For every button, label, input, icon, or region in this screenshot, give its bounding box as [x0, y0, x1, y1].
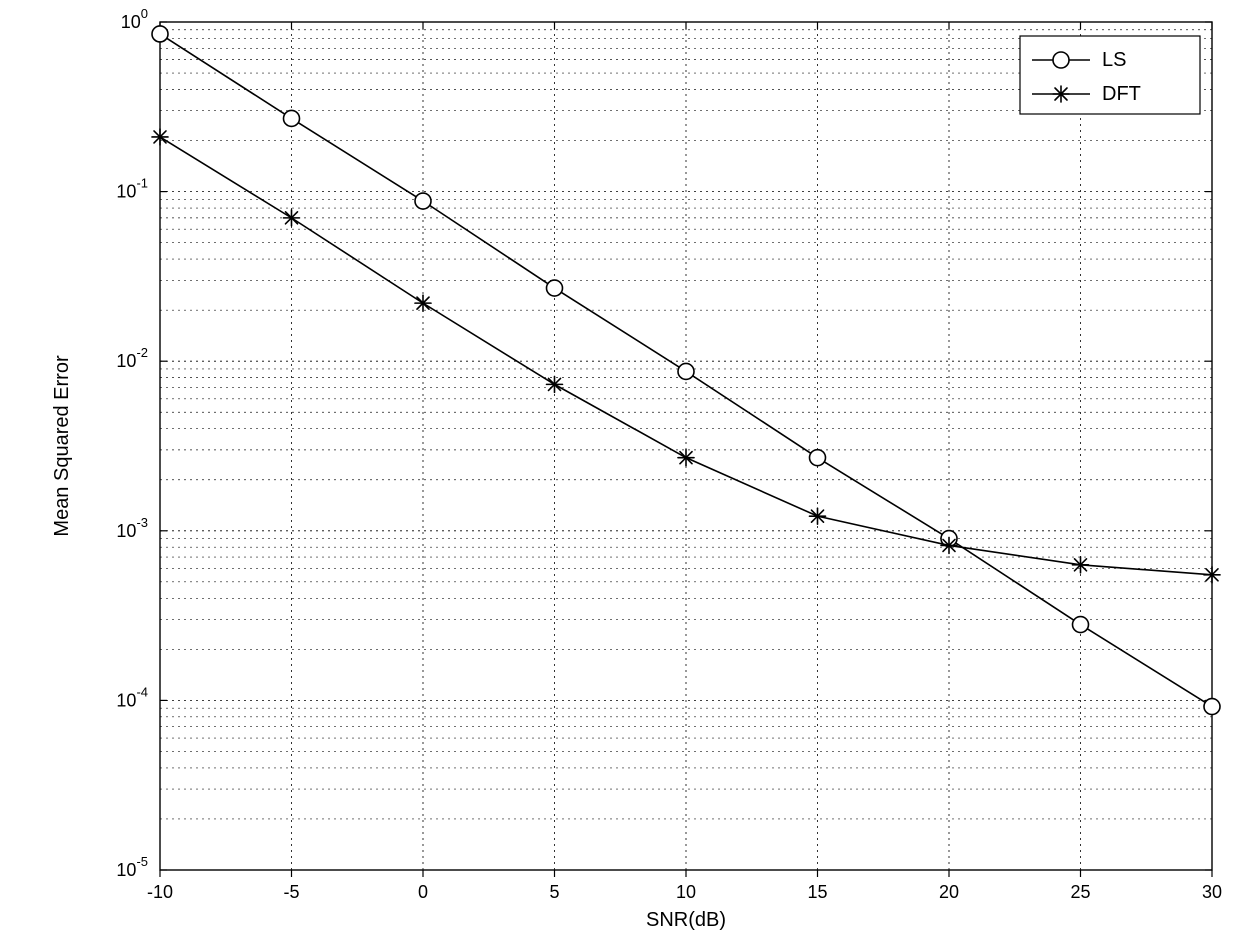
x-tick-label: 10	[676, 882, 696, 902]
chart-container: -10-505101520253010-510-410-310-210-1100…	[0, 0, 1240, 942]
x-tick-label: -5	[283, 882, 299, 902]
x-axis-label: SNR(dB)	[646, 909, 726, 931]
legend-label-ls: LS	[1102, 49, 1126, 71]
x-tick-label: 5	[549, 882, 559, 902]
x-tick-label: 30	[1202, 882, 1222, 902]
x-tick-label: -10	[147, 882, 173, 902]
x-tick-label: 15	[807, 882, 827, 902]
x-tick-label: 20	[939, 882, 959, 902]
legend-label-dft: DFT	[1102, 83, 1141, 105]
mse-vs-snr-chart: -10-505101520253010-510-410-310-210-1100…	[0, 0, 1240, 942]
y-axis-label: Mean Squared Error	[51, 355, 73, 537]
x-tick-label: 0	[418, 882, 428, 902]
legend: LS DFT	[1020, 36, 1200, 114]
x-tick-label: 25	[1070, 882, 1090, 902]
